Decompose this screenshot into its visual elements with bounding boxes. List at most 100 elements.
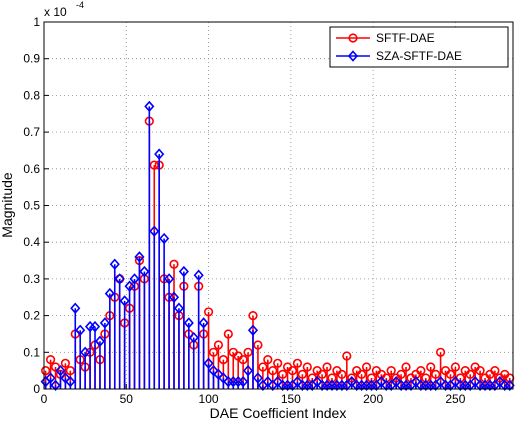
circle-marker <box>268 366 278 376</box>
y-tick-label: 0 <box>33 382 40 396</box>
y-tick-label: 0.2 <box>23 309 40 323</box>
circle-marker <box>273 358 283 368</box>
diamond-marker <box>262 375 273 388</box>
diamond-marker <box>292 375 303 388</box>
y-tick-label: 0.1 <box>23 345 40 359</box>
circle-marker <box>223 329 233 339</box>
diamond-marker <box>159 232 170 245</box>
circle-marker <box>348 33 358 43</box>
circle-marker <box>238 355 248 365</box>
circle-marker <box>243 347 253 357</box>
circle-marker <box>41 366 51 376</box>
x-tick-label: 0 <box>41 392 48 406</box>
diamond-marker <box>347 50 359 62</box>
series-1 <box>40 100 515 392</box>
diamond-marker <box>163 273 175 285</box>
diamond-marker <box>104 287 115 300</box>
circle-marker <box>213 340 224 350</box>
diamond-marker <box>193 269 204 281</box>
circle-marker <box>445 369 456 379</box>
circle-marker <box>297 369 307 379</box>
diamond-marker <box>89 320 101 333</box>
diamond-marker <box>119 295 130 307</box>
circle-marker <box>322 362 332 372</box>
y-multiplier-exponent: -4 <box>76 0 84 10</box>
circle-marker <box>431 369 441 379</box>
y-tick-label: 1 <box>33 15 40 29</box>
circle-marker <box>278 369 288 379</box>
circle-marker <box>253 340 263 350</box>
circle-marker <box>263 355 273 365</box>
diamond-marker <box>139 265 150 278</box>
y-tick-label: 0.8 <box>23 88 40 102</box>
y-multiplier: x 10 <box>44 5 67 19</box>
circle-marker <box>401 362 411 372</box>
diamond-marker <box>183 317 194 329</box>
y-tick-label: 0.4 <box>23 235 40 249</box>
circle-marker <box>396 369 406 379</box>
circle-marker <box>317 369 327 379</box>
diamond-marker <box>60 372 71 384</box>
circle-marker <box>342 351 352 361</box>
circle-marker <box>416 366 426 376</box>
diamond-marker <box>124 280 135 292</box>
diamond-marker <box>198 317 209 329</box>
circle-marker <box>248 311 258 321</box>
diamond-marker <box>65 375 76 388</box>
y-tick-label: 0.9 <box>23 52 40 66</box>
circle-marker <box>287 366 298 376</box>
diamond-marker <box>129 273 140 285</box>
diamond-marker <box>94 335 106 347</box>
diamond-marker <box>208 364 219 377</box>
circle-marker <box>218 355 228 365</box>
diamond-marker <box>247 324 259 336</box>
circle-marker <box>465 369 475 379</box>
diamond-marker <box>410 375 421 388</box>
y-tick-label: 0.6 <box>23 162 40 176</box>
diamond-marker <box>450 375 461 388</box>
diamond-marker <box>504 379 515 392</box>
circle-marker <box>490 366 500 376</box>
circle-marker <box>386 366 396 376</box>
circle-marker <box>292 358 303 368</box>
x-tick-label: 50 <box>120 392 134 406</box>
diamond-marker <box>154 148 165 160</box>
diamond-marker <box>114 273 125 285</box>
diamond-marker <box>188 331 199 344</box>
diamond-marker <box>149 225 160 237</box>
plot-area <box>44 22 513 389</box>
diamond-marker <box>346 375 357 388</box>
x-tick-label: 150 <box>281 392 301 406</box>
diamond-marker <box>168 291 180 303</box>
circle-marker <box>435 347 446 357</box>
diamond-marker <box>218 372 229 384</box>
diamond-marker <box>55 364 66 377</box>
diamond-marker <box>80 346 91 359</box>
diamond-marker <box>134 251 145 263</box>
x-tick-label: 100 <box>199 392 219 406</box>
plot-border <box>43 21 514 390</box>
diamond-marker <box>252 372 264 384</box>
circle-marker <box>149 160 159 170</box>
circle-marker <box>450 362 461 372</box>
circle-marker <box>361 362 372 372</box>
diamond-marker <box>376 375 387 388</box>
circle-marker <box>203 307 214 317</box>
diamond-marker <box>99 317 110 329</box>
x-axis-label: DAE Coefficient Index <box>210 405 347 421</box>
diamond-marker <box>435 375 446 388</box>
diamond-marker <box>470 375 481 388</box>
circle-marker <box>45 355 56 365</box>
y-tick-label: 0.3 <box>23 272 40 286</box>
diamond-marker <box>45 372 56 384</box>
diamond-marker <box>391 375 402 388</box>
circle-marker <box>302 362 312 372</box>
diamond-marker <box>50 379 61 392</box>
diamond-marker <box>75 324 86 336</box>
y-tick-label: 0.7 <box>23 125 40 139</box>
diamond-marker <box>238 375 249 388</box>
circle-marker <box>169 259 179 269</box>
circle-marker <box>258 362 268 372</box>
diamond-marker <box>272 375 283 388</box>
